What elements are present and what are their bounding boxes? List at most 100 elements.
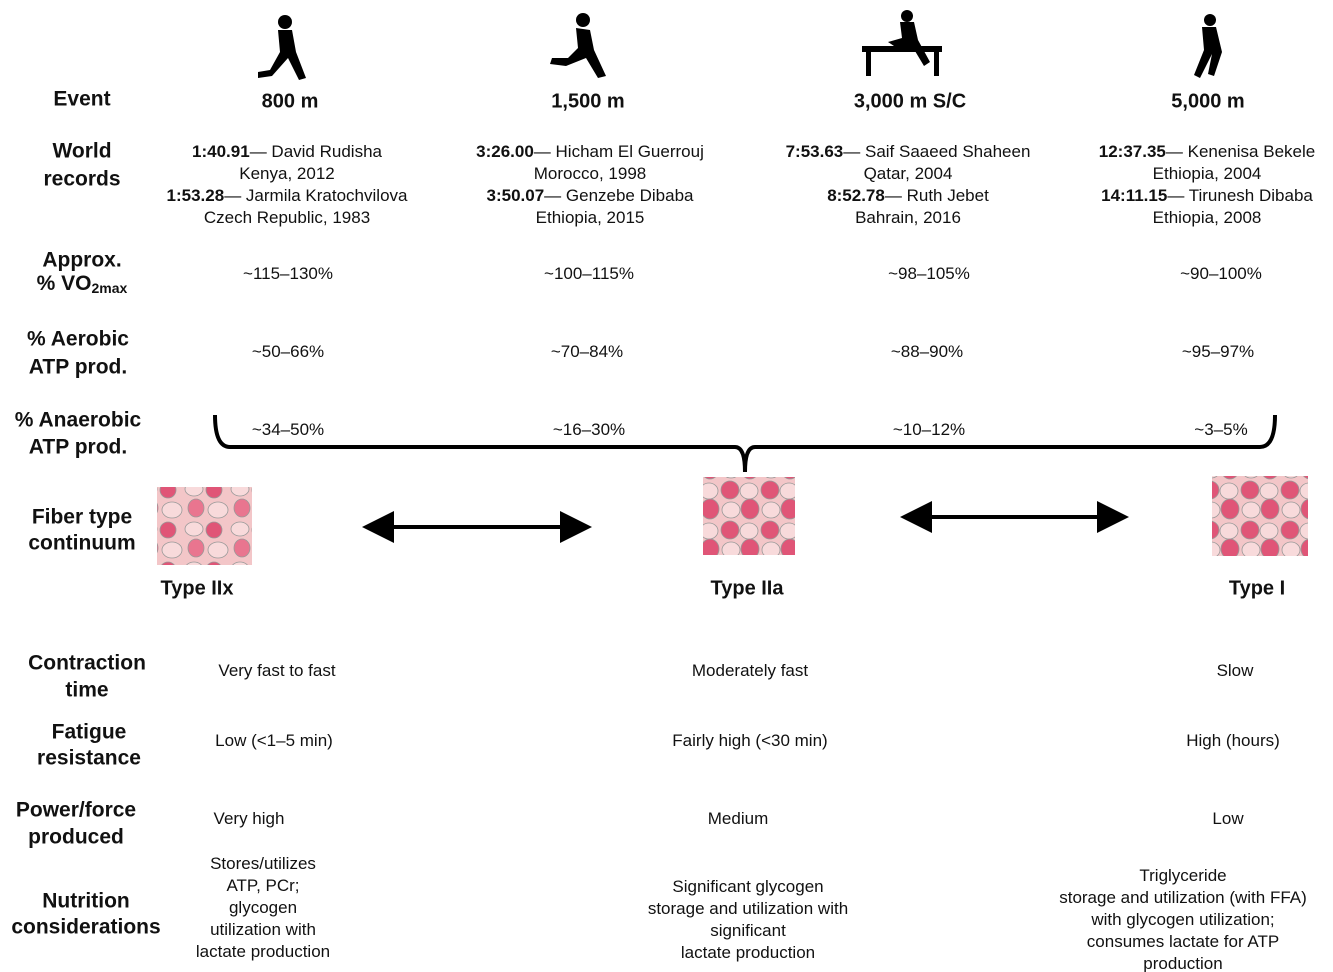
nutrition-line: storage and utilization with	[647, 899, 849, 918]
vo2max-value: ~98–105%	[888, 264, 970, 283]
row-label: % Anaerobic	[14, 408, 142, 432]
record-time: 1:40.91	[192, 142, 250, 161]
row-label: % VO2max	[37, 270, 128, 302]
nutrition-line: with glycogen utilization;	[1091, 910, 1275, 929]
record-line: 1:40.91— David Rudisha	[192, 141, 382, 163]
row-label: resistance	[37, 746, 141, 770]
record-holder: — Kenenisa Bekele	[1165, 142, 1316, 161]
record-line: 14:11.15— Tirunesh Dibaba	[1101, 185, 1313, 207]
fatigue-resistance: Low (<1–5 min)	[215, 731, 333, 750]
record-holder: — Hicham El Guerrouj	[533, 142, 704, 161]
record-line: 12:37.35— Kenenisa Bekele	[1099, 141, 1315, 163]
row-label: Power/force	[15, 798, 137, 822]
row-label: produced	[28, 825, 124, 849]
vo2max-value: ~115–130%	[243, 264, 333, 283]
row-label: Contraction	[28, 651, 146, 675]
vo2max-value: ~90–100%	[1180, 264, 1262, 283]
record-time: 3:50.07	[486, 186, 545, 205]
row-label: World	[52, 139, 112, 163]
aerobic-value: ~70–84%	[550, 342, 624, 361]
record-place: Bahrain, 2016	[855, 208, 961, 227]
record-holder: — Ruth Jebet	[884, 186, 989, 205]
fiber-image	[157, 487, 252, 565]
nutrition-line: glycogen	[228, 898, 298, 917]
nutrition-line: ATP, PCr;	[226, 876, 300, 895]
record-time: 7:53.63	[785, 142, 844, 161]
fiber-type: Type I	[1228, 577, 1286, 600]
record-place: Czech Republic, 1983	[203, 208, 371, 227]
record-place: Ethiopia, 2008	[1152, 208, 1262, 227]
row-label: records	[43, 167, 121, 191]
contraction-time: Moderately fast	[691, 661, 809, 680]
fiber-image	[1212, 476, 1308, 556]
row-label: ATP prod.	[28, 435, 128, 459]
row-label: % Aerobic	[27, 327, 129, 351]
row-label-subscript: 2max	[91, 280, 128, 296]
event-name: 800 m	[261, 90, 319, 113]
record-line: 7:53.63— Saif Saaeed Shaheen	[786, 141, 1031, 163]
anaerobic-value: ~16–30%	[552, 420, 626, 439]
nutrition-line: Triglyceride	[1139, 866, 1227, 885]
record-place: Morocco, 1998	[533, 164, 647, 183]
aerobic-value: ~88–90%	[890, 342, 964, 361]
record-time: 1:53.28	[166, 186, 225, 205]
power-produced: Very high	[213, 809, 285, 828]
row-label: time	[65, 678, 109, 702]
nutrition-line: lactate production	[195, 942, 331, 961]
record-line: 1:53.28— Jarmila Kratochvilova	[167, 185, 408, 207]
row-label: Nutrition	[42, 889, 130, 913]
row-label: ATP prod.	[28, 355, 128, 379]
record-holder: — Tirunesh Dibaba	[1167, 186, 1313, 205]
record-place: Ethiopia, 2004	[1152, 164, 1262, 183]
record-line: 8:52.78— Ruth Jebet	[827, 185, 989, 207]
power-produced: Low	[1212, 809, 1244, 828]
row-label: Fiber type	[31, 505, 133, 529]
contraction-time: Slow	[1216, 661, 1254, 680]
anaerobic-value: ~3–5%	[1194, 420, 1248, 439]
fiber-type: Type IIa	[710, 577, 784, 600]
nutrition-line: utilization with	[210, 920, 316, 939]
vo2max-value: ~100–115%	[544, 264, 634, 283]
record-time: 12:37.35	[1098, 142, 1166, 161]
row-label: Fatigue	[51, 720, 127, 744]
record-place: Qatar, 2004	[863, 164, 953, 183]
record-holder: — Saif Saaeed Shaheen	[843, 142, 1031, 161]
event-name: 5,000 m	[1171, 90, 1245, 113]
fiber-type: Type IIx	[160, 577, 234, 600]
fatigue-resistance: Fairly high (<30 min)	[672, 731, 828, 750]
anaerobic-value: ~10–12%	[892, 420, 966, 439]
anaerobic-value: ~34–50%	[251, 420, 325, 439]
nutrition-line: significant	[710, 921, 786, 940]
record-time: 14:11.15	[1101, 186, 1168, 205]
aerobic-value: ~50–66%	[251, 342, 325, 361]
aerobic-value: ~95–97%	[1181, 342, 1255, 361]
row-label-text: % VO	[36, 272, 92, 295]
row-label: Event	[53, 87, 111, 111]
row-label: continuum	[28, 531, 136, 555]
row-label: Approx.	[42, 248, 122, 272]
nutrition-line: Significant glycogen	[672, 877, 824, 896]
runner-icon	[258, 10, 1222, 80]
nutrition-line: storage and utilization (with FFA)	[1059, 888, 1307, 907]
nutrition-line: production	[1143, 954, 1223, 972]
record-place: Ethiopia, 2015	[535, 208, 645, 227]
record-time: 3:26.00	[476, 142, 534, 161]
fiber-image	[703, 477, 795, 555]
nutrition-line: lactate production	[680, 943, 816, 962]
nutrition-line: consumes lactate for ATP	[1086, 932, 1280, 951]
record-holder: — David Rudisha	[249, 142, 382, 161]
nutrition-line: Stores/utilizes	[210, 854, 316, 873]
row-label: considerations	[11, 915, 161, 939]
record-holder: — Jarmila Kratochvilova	[224, 186, 408, 205]
record-place: Kenya, 2012	[239, 164, 335, 183]
event-name: 1,500 m	[551, 90, 625, 113]
record-time: 8:52.78	[827, 186, 885, 205]
contraction-time: Very fast to fast	[218, 661, 336, 680]
record-line: 3:26.00— Hicham El Guerrouj	[476, 141, 704, 163]
record-line: 3:50.07— Genzebe Dibaba	[487, 185, 694, 207]
fatigue-resistance: High (hours)	[1186, 731, 1280, 750]
record-holder: — Genzebe Dibaba	[544, 186, 694, 205]
event-name: 3,000 m S/C	[853, 90, 967, 113]
